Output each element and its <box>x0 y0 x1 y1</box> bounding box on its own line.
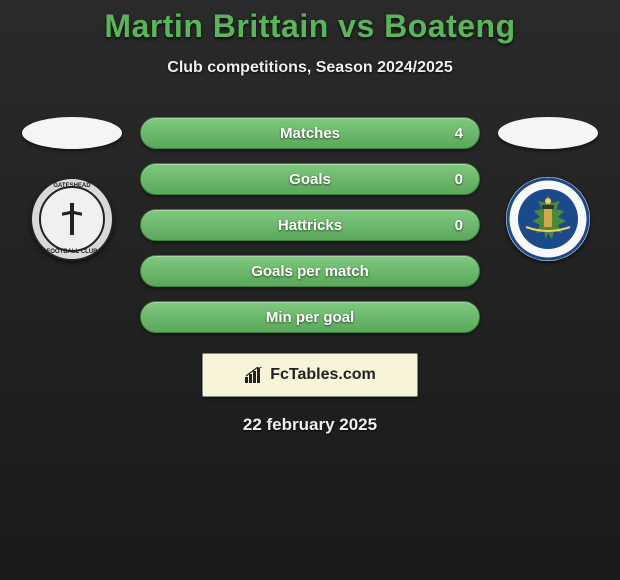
stat-row-goals-per-match: Goals per match <box>140 255 480 287</box>
stat-value-right: 0 <box>455 171 463 188</box>
right-side <box>498 117 598 261</box>
bar-chart-icon <box>244 367 264 383</box>
gateshead-badge-inner <box>39 186 105 252</box>
stat-label: Min per goal <box>266 309 354 326</box>
angel-of-north-icon <box>62 203 82 235</box>
comparison-row: GATESHEAD FOOTBALL CLUB Matches 4 Goals … <box>0 117 620 333</box>
stat-row-goals: Goals 0 <box>140 163 480 195</box>
stat-label: Matches <box>280 125 340 142</box>
fctables-logo[interactable]: FcTables.com <box>202 353 418 397</box>
comparison-card: Martin Brittain vs Boateng Club competit… <box>0 0 620 435</box>
sutton-badge <box>506 177 590 261</box>
page-title: Martin Brittain vs Boateng <box>0 8 620 45</box>
stat-row-hattricks: Hattricks 0 <box>140 209 480 241</box>
left-flag-oval <box>22 117 122 149</box>
stats-column: Matches 4 Goals 0 Hattricks 0 Goals per … <box>140 117 480 333</box>
badge-bottom-text: FOOTBALL CLUB <box>47 249 98 255</box>
left-side: GATESHEAD FOOTBALL CLUB <box>22 117 122 261</box>
subtitle: Club competitions, Season 2024/2025 <box>0 59 620 77</box>
sutton-badge-svg <box>506 177 590 261</box>
right-flag-oval <box>498 117 598 149</box>
logo-text: FcTables.com <box>270 366 376 384</box>
stat-row-matches: Matches 4 <box>140 117 480 149</box>
stat-label: Hattricks <box>278 217 342 234</box>
badge-top-text: GATESHEAD <box>53 183 90 189</box>
stat-label: Goals per match <box>251 263 369 280</box>
gateshead-badge: GATESHEAD FOOTBALL CLUB <box>30 177 114 261</box>
stat-value-right: 4 <box>455 125 463 142</box>
stat-label: Goals <box>289 171 331 188</box>
date-label: 22 february 2025 <box>0 415 620 435</box>
stat-value-right: 0 <box>455 217 463 234</box>
stat-row-min-per-goal: Min per goal <box>140 301 480 333</box>
